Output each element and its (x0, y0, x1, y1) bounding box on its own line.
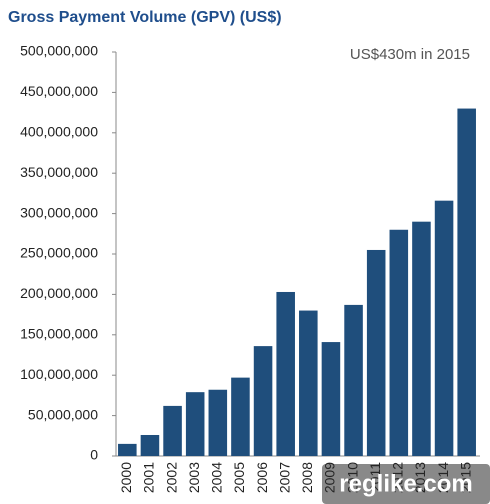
x-tick-label: 2000 (118, 462, 134, 493)
bar (185, 392, 205, 456)
y-tick-label: 250,000,000 (20, 245, 98, 261)
bar (299, 310, 318, 456)
bar (118, 443, 137, 456)
bar (366, 249, 386, 456)
bar (457, 108, 476, 456)
watermark: reglike.com (339, 470, 472, 497)
y-tick-label: 150,000,000 (20, 326, 98, 342)
bar (321, 342, 341, 456)
bar (231, 377, 250, 456)
bar (276, 291, 295, 456)
x-tick-label: 2004 (209, 462, 225, 493)
y-tick-label: 0 (90, 447, 98, 463)
x-tick-label: 2005 (231, 462, 247, 493)
bar (434, 200, 454, 456)
x-tick-label: 2007 (276, 462, 292, 493)
x-tick-label: 2003 (186, 462, 202, 493)
annotation: US$430m in 2015 (350, 46, 470, 63)
x-tick-label: 2008 (299, 462, 315, 493)
x-tick-label: 2006 (254, 462, 270, 493)
y-tick-label: 300,000,000 (20, 204, 98, 220)
watermark-bg (322, 464, 490, 504)
bar (208, 389, 228, 456)
y-tick-label: 350,000,000 (20, 164, 98, 180)
x-tick-label: 2001 (141, 462, 157, 493)
bar (253, 346, 273, 456)
y-tick-label: 200,000,000 (20, 285, 98, 301)
bar (163, 405, 182, 456)
y-tick-label: 500,000,000 (20, 43, 98, 59)
bar (412, 221, 431, 456)
x-tick-label: 2002 (163, 462, 179, 493)
chart-title: Gross Payment Volume (GPV) (US$) (8, 9, 282, 26)
bar (140, 434, 160, 456)
bar (344, 304, 363, 456)
y-tick-label: 450,000,000 (20, 83, 98, 99)
y-tick-label: 400,000,000 (20, 124, 98, 140)
bar (389, 229, 409, 456)
y-tick-label: 100,000,000 (20, 366, 98, 382)
y-tick-label: 50,000,000 (28, 406, 98, 422)
